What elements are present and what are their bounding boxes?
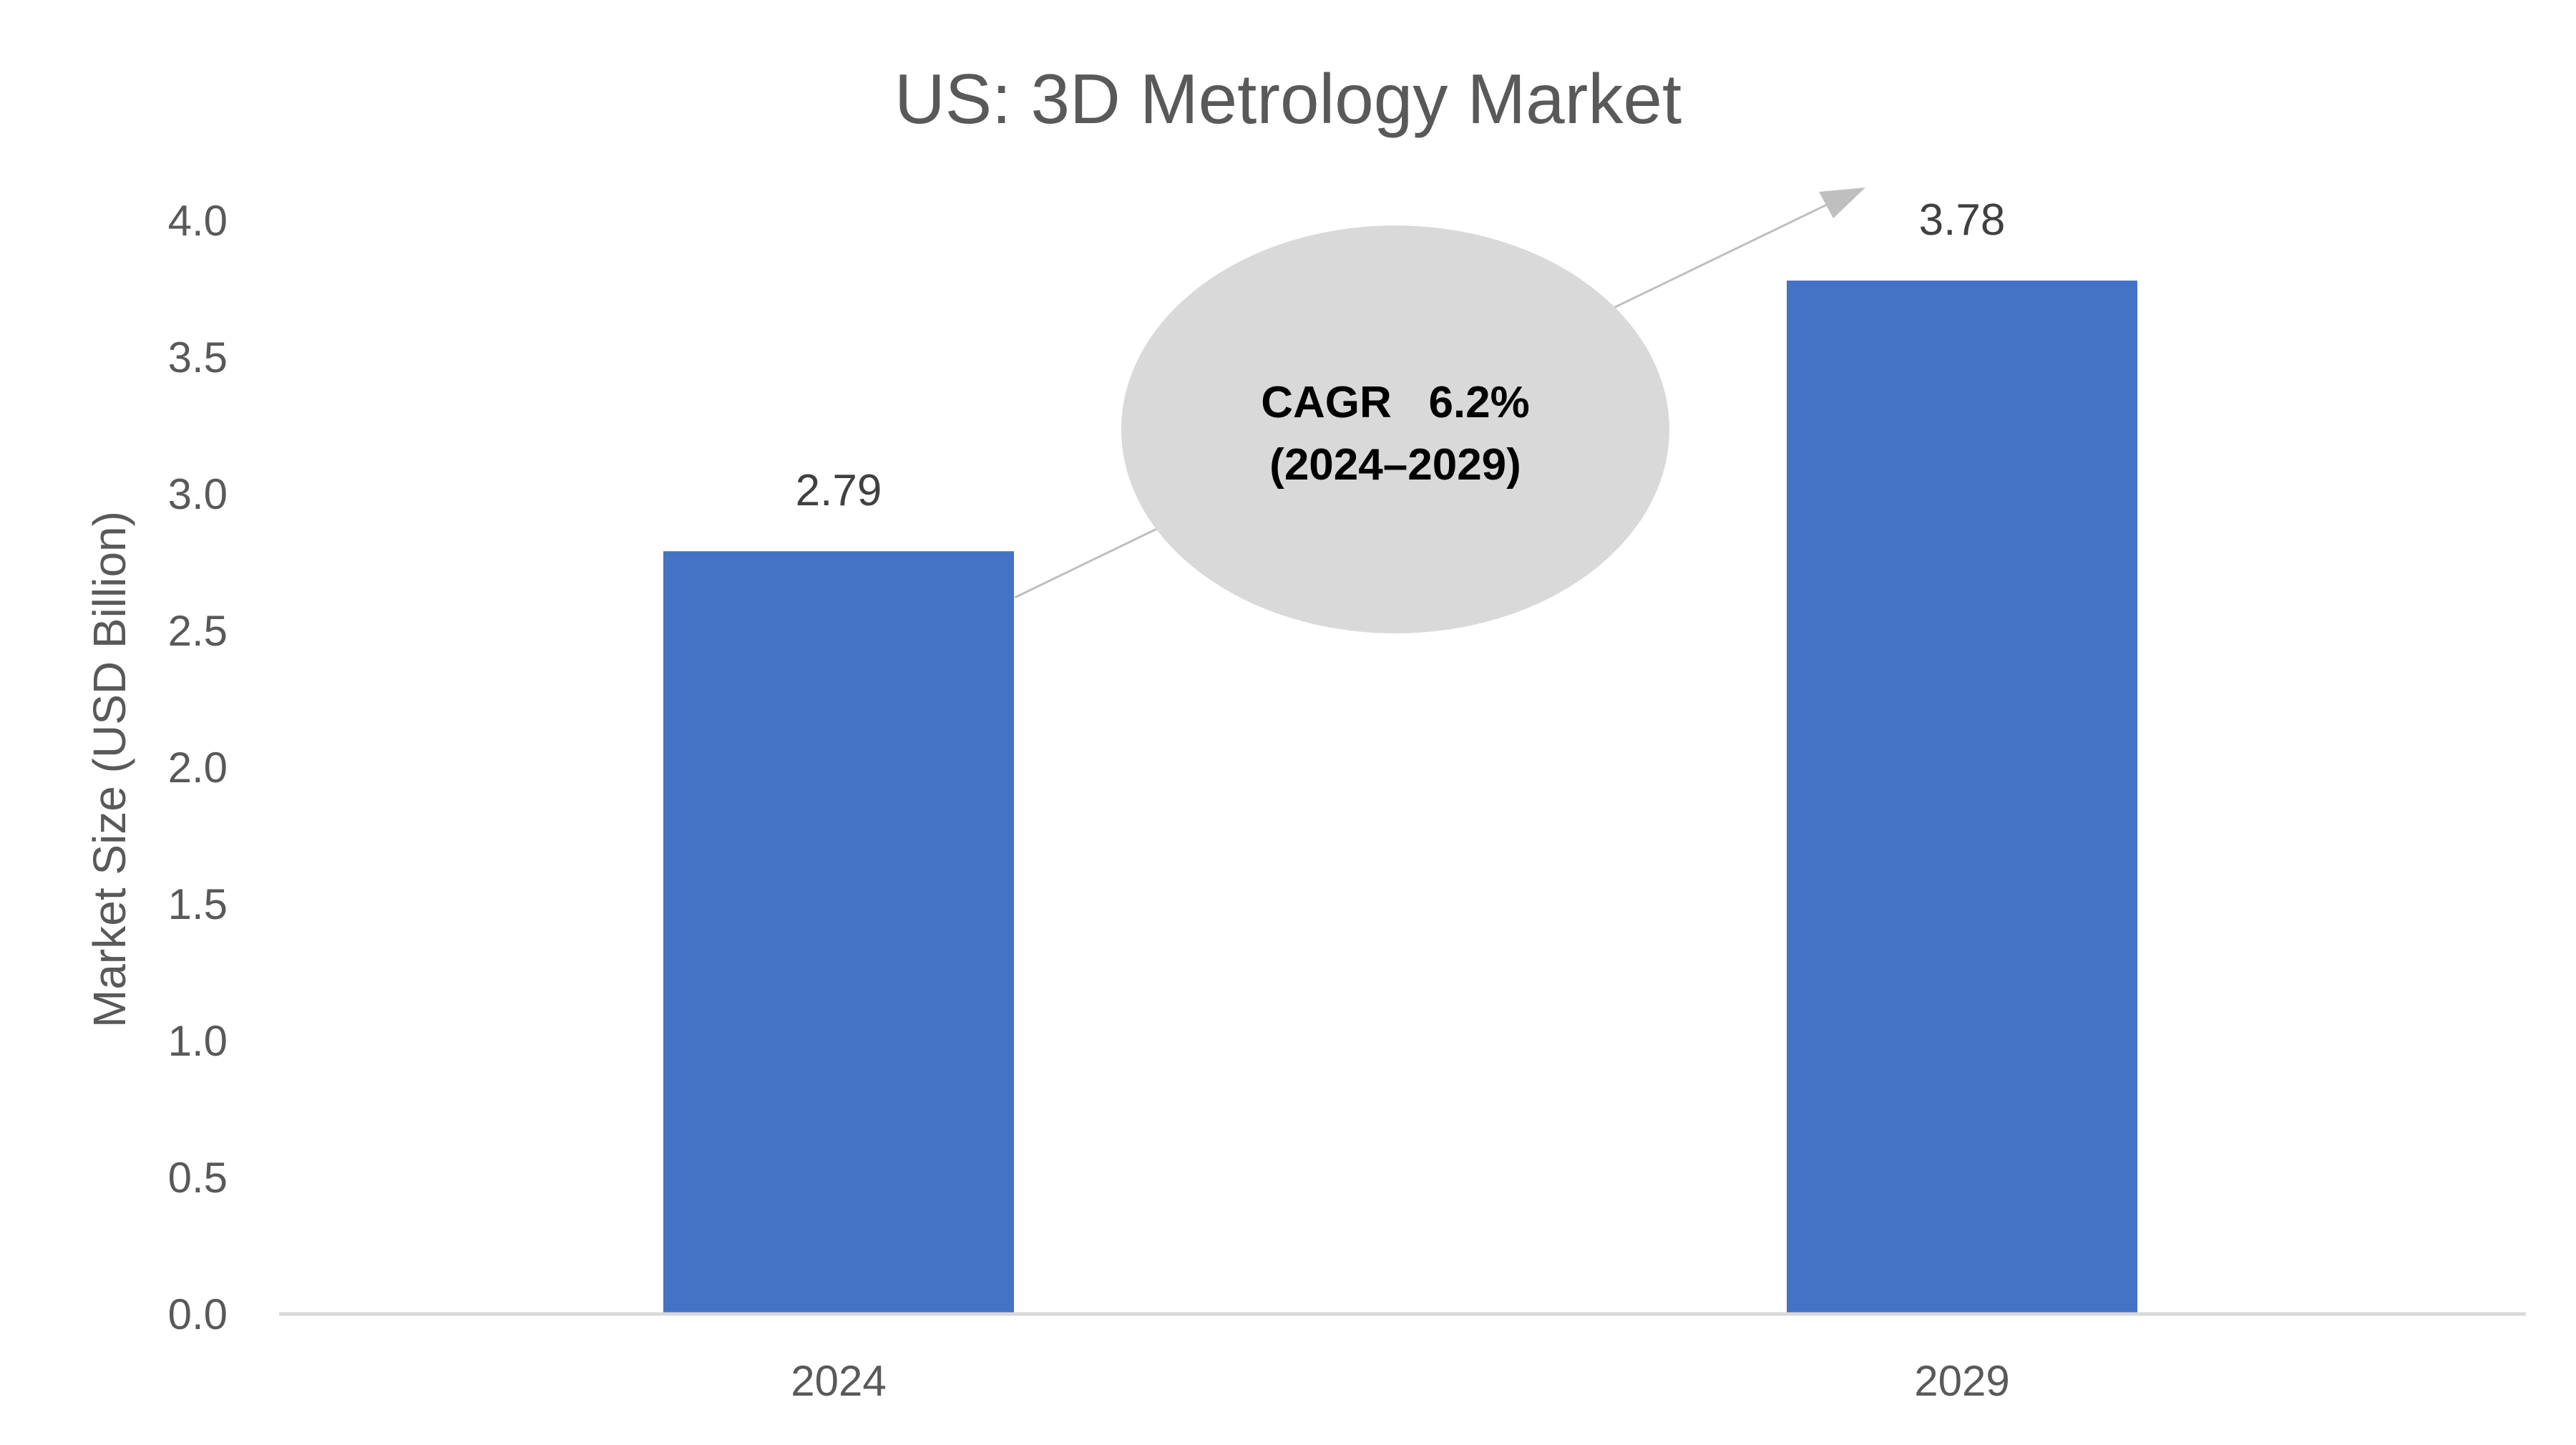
- x-tick-label-2024: 2024: [791, 1357, 886, 1405]
- cagr-annotation: CAGR 6.2% (2024–2029): [1014, 188, 1865, 633]
- y-tick-label: 1.0: [168, 1017, 228, 1065]
- cagr-arrow-head: [1819, 188, 1865, 218]
- y-tick-label: 4.0: [168, 197, 228, 245]
- x-axis-ticks: 2024 2029: [791, 1357, 2009, 1405]
- cagr-line-1: CAGR 6.2%: [1261, 378, 1530, 427]
- y-tick-label: 3.5: [168, 334, 228, 381]
- bar-2029: [1787, 281, 2137, 1314]
- y-axis-label: Market Size (USD Billion): [84, 511, 135, 1028]
- y-tick-label: 3.0: [168, 470, 228, 518]
- y-tick-label: 2.5: [168, 607, 228, 655]
- cagr-ellipse: [1121, 225, 1669, 633]
- bars: [663, 281, 2137, 1314]
- y-tick-label: 1.5: [168, 880, 228, 928]
- data-labels: 2.79 3.78: [796, 195, 2006, 515]
- data-label-2024: 2.79: [796, 466, 882, 515]
- x-tick-label-2029: 2029: [1914, 1357, 2009, 1405]
- y-tick-label: 0.0: [168, 1290, 228, 1338]
- chart-title: US: 3D Metrology Market: [894, 59, 1682, 138]
- bar-2024: [663, 551, 1014, 1314]
- y-tick-label: 2.0: [168, 744, 228, 792]
- data-label-2029: 3.78: [1919, 195, 2006, 245]
- y-axis-ticks: 0.0 0.5 1.0 1.5 2.0 2.5 3.0 3.5 4.0: [168, 197, 228, 1338]
- cagr-line-2: (2024–2029): [1269, 440, 1521, 490]
- y-tick-label: 0.5: [168, 1154, 228, 1202]
